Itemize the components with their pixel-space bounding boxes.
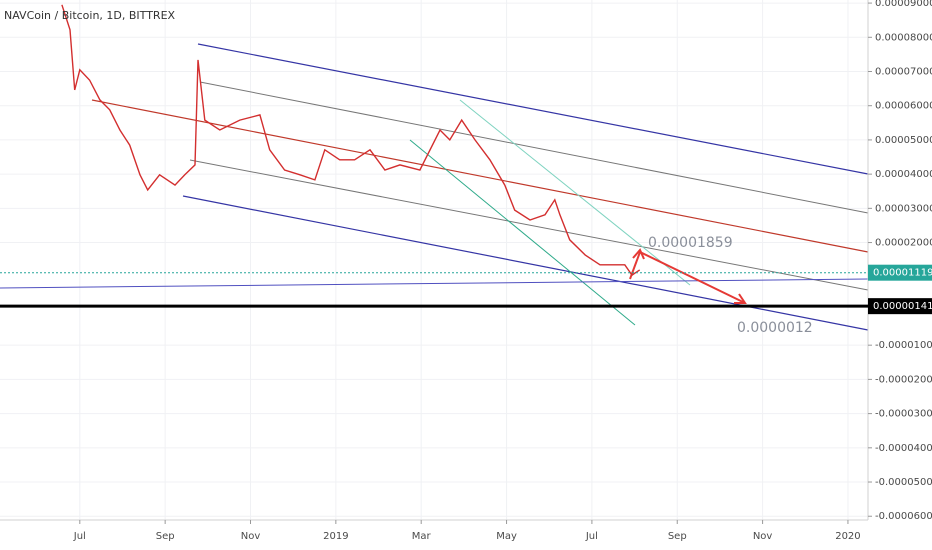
annotation: 0.00001859 xyxy=(648,235,733,251)
x-tick-label: Sep xyxy=(156,531,175,542)
y-tick-label: 0.00003000 xyxy=(875,203,932,214)
y-tick-label: 0.00005000 xyxy=(875,135,932,146)
x-tick-label: Nov xyxy=(753,531,773,542)
x-tick-label: Jul xyxy=(585,531,598,542)
y-tick-label: -0.00006000 xyxy=(875,511,932,522)
trend-line xyxy=(409,139,636,326)
price-tag-label: 0.00000141 xyxy=(873,301,932,312)
grid xyxy=(0,0,868,520)
y-tick-label: 0.00004000 xyxy=(875,169,932,180)
y-tick-label: -0.00005000 xyxy=(875,477,932,488)
horizontal-ray xyxy=(0,278,869,289)
annotation: 0.0000012 xyxy=(737,320,813,336)
x-tick-label: Nov xyxy=(241,531,261,542)
channel-upper xyxy=(197,43,869,175)
y-tick-label: -0.00001000 xyxy=(875,340,932,351)
channel-inner xyxy=(199,81,869,214)
x-tick-label: Sep xyxy=(668,531,687,542)
price-tag xyxy=(868,264,932,281)
drawings xyxy=(0,43,869,331)
y-tick-label: -0.00004000 xyxy=(875,443,932,454)
channel-lower xyxy=(182,195,869,331)
y-tick-label: 0.00006000 xyxy=(875,101,932,112)
arrow-head xyxy=(632,248,645,260)
y-tick-label: 0.00002000 xyxy=(875,238,932,249)
price-line xyxy=(61,4,641,277)
chart-title: NAVCoin / Bitcoin, 1D, BITTREX xyxy=(4,9,176,22)
arrow-head xyxy=(734,293,747,304)
channel-median xyxy=(91,99,869,253)
x-tick-label: Mar xyxy=(412,531,432,542)
price-tag xyxy=(868,298,932,315)
price-tag-label: 0.00001119 xyxy=(873,268,932,279)
y-tick-label: -0.00002000 xyxy=(875,374,932,385)
y-tick-label: 0.00009000 xyxy=(875,0,932,9)
x-tick-label: May xyxy=(496,531,517,542)
y-tick-label: -0.00003000 xyxy=(875,409,932,420)
arrow xyxy=(639,251,746,304)
y-tick-label: 0.00007000 xyxy=(875,67,932,78)
x-tick-label: 2020 xyxy=(835,531,860,542)
y-tick-label: 0.00008000 xyxy=(875,32,932,43)
x-tick-label: 2019 xyxy=(323,531,348,542)
trend-line xyxy=(459,99,691,286)
plot xyxy=(61,4,641,277)
channel-inner xyxy=(189,159,869,291)
x-tick-label: Jul xyxy=(73,531,86,542)
